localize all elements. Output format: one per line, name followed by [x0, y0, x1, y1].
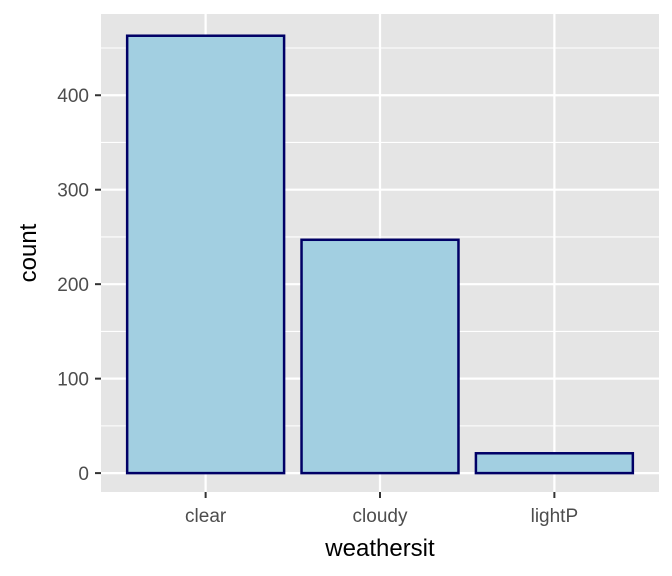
- x-axis-title: weathersit: [324, 535, 435, 562]
- x-tick-label: cloudy: [353, 506, 408, 527]
- x-axis-ticks: clear cloudy lightP: [185, 492, 578, 527]
- y-axis-ticks: 0 100 200 300 400: [57, 86, 101, 485]
- y-tick-label: 100: [57, 370, 89, 391]
- x-tick-label: lightP: [531, 506, 579, 527]
- y-tick-label: 400: [57, 86, 89, 107]
- y-tick-label: 0: [78, 464, 89, 485]
- y-tick-label: 300: [57, 181, 89, 202]
- y-axis-title: count: [15, 223, 42, 282]
- bar-cloudy: [300, 238, 460, 475]
- bars: [125, 34, 635, 475]
- x-tick-label: clear: [185, 506, 227, 527]
- bar-lightP: [474, 452, 635, 475]
- bar-clear: [125, 34, 286, 475]
- y-tick-label: 200: [57, 275, 89, 296]
